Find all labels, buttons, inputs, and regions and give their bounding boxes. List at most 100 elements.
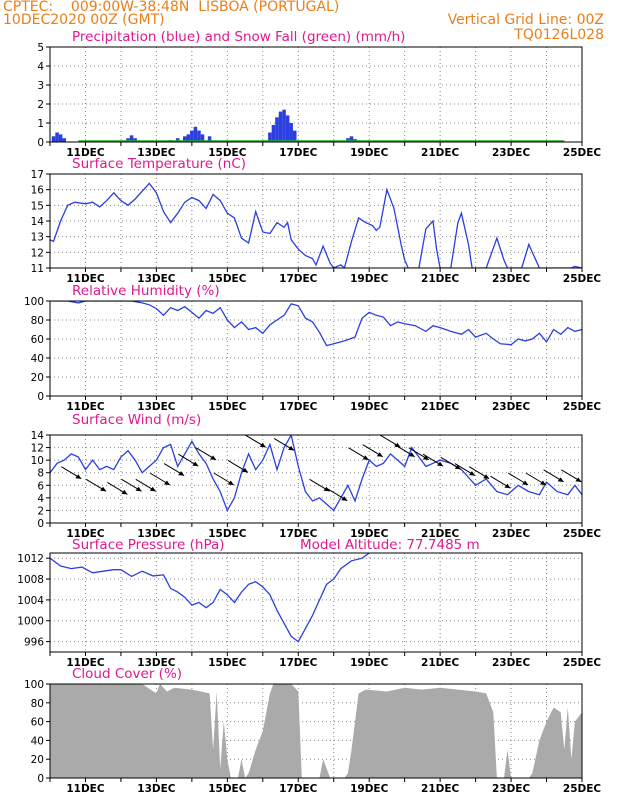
wind-arrow-head	[394, 442, 401, 448]
y-tick-label: 100	[24, 679, 44, 691]
x-tick-label: 13DEC	[137, 657, 176, 669]
wind-arrow-head	[241, 467, 248, 473]
x-tick-label: 21DEC	[421, 147, 460, 159]
precip-bar	[289, 123, 293, 142]
snow-bar	[78, 140, 565, 143]
y-tick-label: 3	[37, 80, 44, 92]
cloud-area	[50, 684, 582, 778]
x-tick-label: 17DEC	[279, 657, 318, 669]
precip-bar	[200, 134, 205, 142]
x-tick-label: 13DEC	[137, 147, 176, 159]
x-tick-label: 25DEC	[563, 528, 602, 540]
panel-subtitle: Model Altitude: 77.7485 m	[300, 537, 480, 553]
wind-arrow-head	[504, 483, 511, 489]
wind-arrow-head	[468, 471, 475, 476]
x-tick-label: 19DEC	[350, 528, 389, 540]
precip-bar	[197, 130, 201, 142]
precip-bar	[292, 130, 297, 142]
y-tick-label: 1004	[17, 595, 44, 607]
wind-arrow-head	[121, 489, 128, 495]
y-tick-label: 1012	[17, 553, 44, 565]
wind-arrow-head	[135, 486, 142, 492]
precip-bar	[268, 132, 272, 142]
x-tick-label: 17DEC	[279, 401, 318, 413]
wind-arrow-head	[557, 477, 564, 482]
x-tick-label: 15DEC	[208, 657, 247, 669]
x-tick-label: 11DEC	[66, 273, 105, 285]
wind-arrow-head	[539, 480, 546, 485]
series-line-rh	[50, 301, 582, 347]
y-tick-label: 100	[24, 296, 44, 308]
wind-arrow-head	[323, 486, 330, 492]
precip-bar	[55, 132, 59, 142]
grid-line-header: Vertical Grid Line: 00Z	[447, 12, 604, 28]
y-tick-label: 1	[37, 118, 44, 130]
y-tick-label: 16	[31, 185, 45, 197]
precip-bar	[186, 134, 191, 142]
precip-bar	[51, 136, 56, 142]
y-tick-label: 13	[31, 232, 44, 244]
y-tick-label: 5	[37, 42, 44, 54]
x-tick-label: 11DEC	[66, 528, 105, 540]
y-tick-label: 12	[31, 247, 44, 259]
y-tick-label: 0	[37, 518, 44, 530]
y-tick-label: 996	[24, 637, 44, 649]
panel-title: Surface Pressure (hPa)	[72, 537, 225, 553]
y-tick-label: 0	[37, 137, 44, 149]
precip-bar	[126, 138, 130, 142]
y-tick-label: 4	[37, 493, 44, 505]
precip-bar	[133, 138, 137, 142]
wind-arrow-head	[178, 471, 185, 476]
x-tick-label: 15DEC	[208, 783, 247, 795]
panel-frame	[49, 552, 583, 653]
wind-arrow-head	[408, 452, 415, 457]
wind-arrow-head	[149, 486, 156, 492]
panel-frame	[49, 46, 583, 143]
panel-title: Relative Humidity (%)	[72, 283, 220, 299]
y-tick-label: 17	[31, 169, 44, 181]
series-line-temp	[50, 182, 582, 268]
precip-bar	[190, 130, 194, 142]
precip-bar	[193, 126, 198, 142]
x-tick-label: 21DEC	[421, 528, 460, 540]
precip-bar	[58, 134, 63, 142]
precip-bar	[278, 111, 283, 142]
x-tick-label: 13DEC	[137, 273, 176, 285]
x-tick-label: 23DEC	[492, 147, 531, 159]
wind-arrow-head	[259, 442, 266, 448]
wind-arrow-head	[522, 480, 529, 485]
series-line-wind	[50, 435, 582, 512]
x-tick-label: 23DEC	[492, 657, 531, 669]
x-tick-label: 13DEC	[137, 401, 176, 413]
precip-bar	[275, 117, 279, 142]
x-tick-label: 15DEC	[208, 401, 247, 413]
precip-bar	[129, 135, 134, 142]
panel-precip: Precipitation (blue) and Snow Fall (gree…	[37, 29, 601, 159]
y-tick-label: 8	[37, 468, 44, 480]
wind-arrow-head	[341, 496, 348, 501]
precip-bar	[285, 115, 290, 142]
series-line-pres	[50, 553, 370, 643]
wind-arrow-head	[288, 445, 295, 451]
location-header: CPTEC: 009:00W-38:48N LISBOA (PORTUGAL)	[3, 0, 340, 15]
y-tick-label: 80	[31, 315, 44, 327]
x-tick-label: 11DEC	[66, 657, 105, 669]
y-tick-label: 4	[37, 61, 44, 73]
panel-frame	[49, 683, 583, 779]
y-tick-label: 1008	[17, 574, 44, 586]
date-header: 10DEC2020 00Z (GMT)	[3, 12, 165, 28]
panel-temp: Surface Temperature (nC) 11 12 13 14 15 16 17 11…	[31, 156, 602, 285]
x-tick-label: 19DEC	[350, 147, 389, 159]
y-tick-label: 20	[31, 372, 44, 384]
y-tick-label: 12	[31, 443, 44, 455]
y-tick-label: 2	[37, 99, 44, 111]
precip-bar	[271, 124, 276, 142]
y-tick-label: 15	[31, 200, 44, 212]
y-tick-label: 80	[31, 698, 44, 710]
x-tick-label: 19DEC	[350, 273, 389, 285]
y-tick-label: 0	[37, 773, 44, 785]
x-tick-label: 25DEC	[563, 273, 602, 285]
precip-bar	[62, 138, 66, 142]
y-tick-label: 1000	[17, 616, 44, 628]
